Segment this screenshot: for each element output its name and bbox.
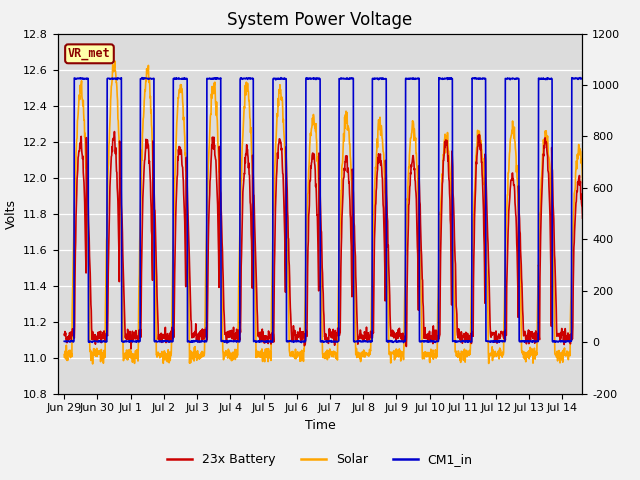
CM1_in [456, 338, 463, 344]
Solar [144, 65, 152, 71]
Line: CM1_in: CM1_in [64, 78, 596, 343]
Y-axis label: Volts: Volts [4, 199, 17, 228]
CM1_in [223, 340, 231, 346]
23x Battery [592, 336, 600, 341]
CM1_in [316, 76, 324, 82]
23x Battery [534, 336, 541, 342]
23x Battery [307, 178, 314, 183]
23x Battery [456, 334, 463, 340]
Solar [533, 326, 541, 332]
23x Battery [144, 142, 152, 147]
Solar [111, 58, 118, 64]
Solar [60, 352, 68, 358]
Solar [586, 352, 593, 358]
23x Battery [111, 129, 118, 134]
23x Battery [586, 318, 593, 324]
CM1_in [306, 76, 314, 82]
Solar [584, 361, 592, 367]
23x Battery [60, 331, 68, 337]
CM1_in [586, 339, 593, 345]
Text: VR_met: VR_met [68, 48, 111, 60]
Solar [306, 137, 314, 143]
23x Battery [317, 199, 324, 205]
CM1_in [533, 338, 541, 344]
CM1_in [576, 75, 584, 81]
Line: Solar: Solar [64, 61, 596, 364]
Line: 23x Battery: 23x Battery [64, 132, 596, 348]
Title: System Power Voltage: System Power Voltage [227, 11, 413, 29]
CM1_in [143, 76, 151, 82]
Solar [316, 221, 324, 227]
23x Battery [127, 346, 135, 351]
CM1_in [592, 338, 600, 344]
X-axis label: Time: Time [305, 419, 335, 432]
Legend: 23x Battery, Solar, CM1_in: 23x Battery, Solar, CM1_in [163, 448, 477, 471]
CM1_in [60, 338, 68, 344]
Solar [456, 352, 463, 358]
Solar [592, 354, 600, 360]
